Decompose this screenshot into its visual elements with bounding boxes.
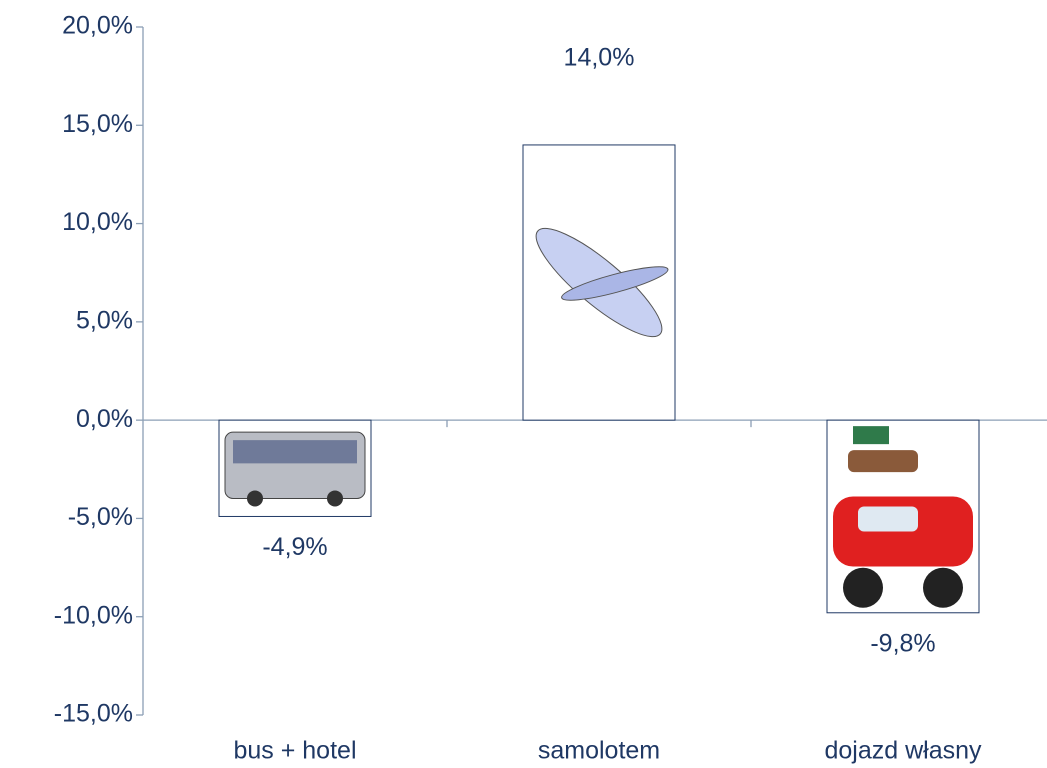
bus-wheel — [327, 490, 343, 507]
value-label: -9,8% — [870, 629, 935, 657]
y-tick-label: -10,0% — [54, 601, 133, 629]
x-tick-label: dojazd własny — [824, 737, 982, 765]
bus-window — [233, 440, 357, 464]
value-label: -4,9% — [262, 533, 327, 561]
y-tick-label: 0,0% — [76, 405, 133, 433]
y-tick-label: 5,0% — [76, 306, 133, 334]
y-tick-label: 10,0% — [62, 208, 133, 236]
y-tick-label: 20,0% — [62, 12, 133, 40]
x-tick-label: samolotem — [538, 737, 660, 765]
y-tick-label: -5,0% — [68, 503, 133, 531]
value-label: 14,0% — [564, 44, 635, 72]
car-wheel — [843, 567, 883, 608]
luggage — [853, 426, 889, 445]
y-tick-label: -15,0% — [54, 700, 133, 728]
plane-wing — [561, 266, 669, 301]
luggage — [848, 450, 918, 473]
car-wheel — [923, 567, 963, 608]
x-tick-label: bus + hotel — [233, 737, 356, 765]
y-tick-label: 15,0% — [62, 110, 133, 138]
car-window — [858, 506, 918, 532]
bus-wheel — [247, 490, 263, 507]
